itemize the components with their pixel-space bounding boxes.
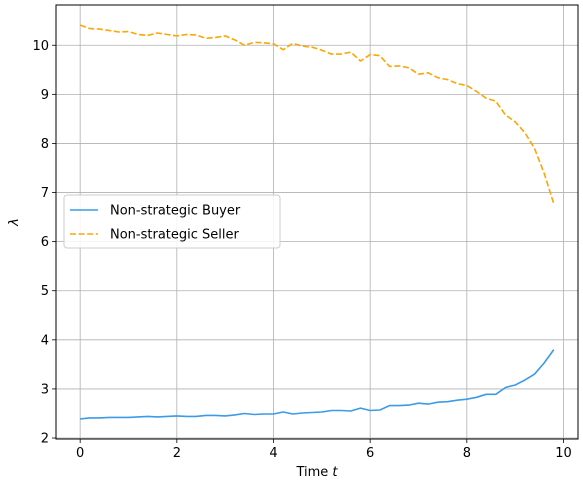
x-axis-label: Time t — [295, 465, 338, 480]
y-tick-label: 8 — [41, 137, 49, 152]
legend-box — [63, 194, 281, 249]
legend: Non-strategic Buyer Non-strategic Seller — [63, 194, 281, 249]
series-line-buyer — [80, 349, 555, 420]
x-tick-label: 8 — [463, 446, 471, 461]
x-tick-label: 4 — [269, 446, 277, 461]
y-tick-label: 10 — [32, 39, 49, 54]
legend-label: Non-strategic Seller — [110, 228, 240, 243]
x-tick-label: 10 — [555, 446, 572, 461]
ticks: 0 2 4 6 8 10 2 3 4 5 6 7 8 9 10 — [32, 39, 571, 461]
y-axis-label: λ — [7, 218, 22, 227]
legend-label: Non-strategic Buyer — [110, 204, 241, 219]
y-tick-label: 5 — [41, 284, 49, 299]
y-tick-label: 4 — [41, 333, 49, 348]
x-tick-label: 2 — [173, 446, 181, 461]
y-tick-label: 9 — [41, 88, 49, 103]
y-tick-label: 3 — [41, 382, 49, 397]
series-layer — [79, 24, 555, 420]
x-tick-label: 0 — [76, 446, 84, 461]
y-tick-label: 6 — [41, 235, 49, 250]
series-line-seller — [79, 24, 555, 205]
y-tick-label: 2 — [41, 432, 49, 447]
x-tick-label: 6 — [366, 446, 374, 461]
y-tick-label: 7 — [41, 186, 49, 201]
plot-frame — [55, 4, 579, 440]
